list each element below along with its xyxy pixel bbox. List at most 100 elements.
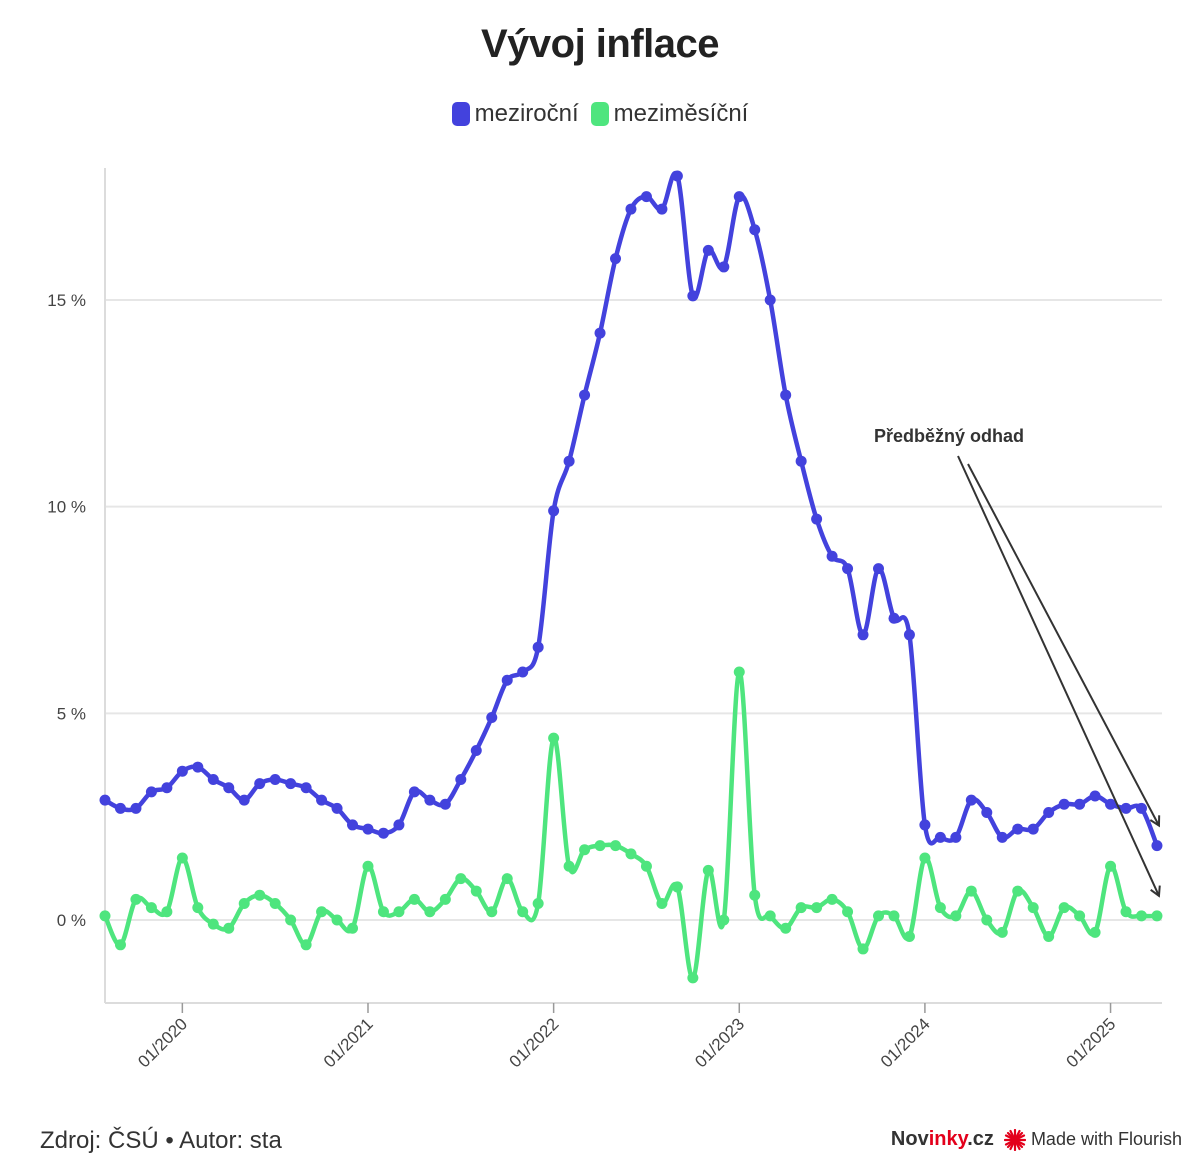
series-0-point-44[interactable] [780,389,792,401]
series-0-point-56[interactable] [965,794,977,806]
series-0-point-64[interactable] [1089,790,1101,802]
series-0-point-17[interactable] [362,823,374,835]
series-0-point-13[interactable] [300,782,312,794]
series-0-point-38[interactable] [687,290,699,302]
series-0-point-29[interactable] [548,505,560,517]
series-1-point-2[interactable] [130,893,142,905]
series-0-point-1[interactable] [114,802,126,814]
series-1-point-17[interactable] [362,860,374,872]
series-1-point-50[interactable] [873,910,884,922]
legend-item-mezirocni[interactable]: meziroční [451,100,579,128]
made-with-flourish[interactable]: Made with Flourish [1030,1129,1182,1149]
series-0-point-32[interactable] [594,327,606,339]
series-0-point-15[interactable] [331,802,343,814]
legend-item-mezimesicni[interactable]: meziměsíční [590,100,748,128]
novinky-logo[interactable]: Novinky.cz [891,1128,994,1151]
series-0-point-30[interactable] [563,455,575,467]
series-1-point-32[interactable] [594,840,606,852]
series-0-point-41[interactable] [733,191,745,203]
series-0-point-24[interactable] [470,745,482,757]
series-0-point-9[interactable] [238,794,250,806]
series-0-point-7[interactable] [207,773,219,785]
series-0-point-54[interactable] [934,831,946,843]
series-1-point-5[interactable] [176,852,188,864]
series-1-point-64[interactable] [1089,926,1101,938]
series-1-point-19[interactable] [393,906,405,918]
series-0-point-59[interactable] [1012,823,1024,835]
series-1-point-23[interactable] [455,873,467,885]
series-0-point-35[interactable] [640,191,652,203]
series-0-point-63[interactable] [1074,798,1086,810]
series-0-point-25[interactable] [486,711,498,723]
series-1-point-3[interactable] [145,902,157,914]
series-1-point-33[interactable] [610,840,622,852]
series-1-point-53[interactable] [919,852,931,864]
series-1-point-49[interactable] [857,943,869,955]
series-0-point-28[interactable] [532,641,544,653]
series-1-point-14[interactable] [316,906,328,918]
series-0-point-66[interactable] [1120,802,1132,814]
series-0-point-19[interactable] [393,819,405,831]
series-1-point-37[interactable] [671,881,683,893]
series-0-point-48[interactable] [842,563,854,575]
series-0-point-33[interactable] [610,253,622,265]
series-0-point-46[interactable] [811,513,823,525]
series-0-point-40[interactable] [718,261,730,273]
series-0-point-31[interactable] [579,389,591,401]
series-0-point-34[interactable] [625,203,637,215]
series-0-point-43[interactable] [764,294,776,306]
series-1-point-48[interactable] [842,906,854,918]
series-0-point-23[interactable] [455,773,467,785]
series-1-point-30[interactable] [563,860,575,872]
series-1-point-25[interactable] [486,906,498,918]
series-1-point-29[interactable] [548,732,560,744]
series-0-point-22[interactable] [439,798,451,810]
series-0-point-62[interactable] [1058,798,1070,810]
series-1-point-39[interactable] [702,864,714,876]
series-0-point-58[interactable] [996,831,1008,843]
series-1-point-34[interactable] [625,848,637,860]
series-0-point-39[interactable] [702,244,714,256]
series-0-point-5[interactable] [176,765,188,777]
series-1-point-51[interactable] [888,910,900,922]
series-1-point-55[interactable] [950,910,962,922]
series-1-point-41[interactable] [733,666,745,678]
series-1-point-56[interactable] [965,885,977,897]
series-1-point-22[interactable] [439,893,451,905]
series-1-point-45[interactable] [795,902,807,914]
series-0-point-16[interactable] [347,819,359,831]
series-0-point-42[interactable] [749,224,761,236]
series-1-point-26[interactable] [501,873,513,885]
series-0-point-52[interactable] [903,629,915,641]
series-0-point-50[interactable] [873,563,884,575]
series-1-point-11[interactable] [269,897,281,909]
series-1-point-13[interactable] [300,939,312,951]
series-0-point-51[interactable] [888,612,900,624]
series-1-point-61[interactable] [1043,931,1055,943]
series-1-point-15[interactable] [331,914,343,926]
series-0-point-47[interactable] [826,550,838,562]
series-1-point-1[interactable] [114,939,126,951]
series-1-point-60[interactable] [1027,902,1039,914]
series-1-point-35[interactable] [640,860,652,872]
series-1-point-47[interactable] [826,893,838,905]
series-0-point-0[interactable] [99,794,111,806]
series-0-point-55[interactable] [950,831,962,843]
series-1-point-7[interactable] [207,918,219,930]
series-0-point-12[interactable] [285,778,297,790]
series-1-point-40[interactable] [718,914,730,926]
series-1-point-4[interactable] [161,906,173,918]
series-0-point-67[interactable] [1135,802,1147,814]
series-0-point-8[interactable] [223,782,235,794]
series-0-point-68[interactable] [1151,840,1163,852]
series-1-point-65[interactable] [1105,860,1117,872]
series-1-point-46[interactable] [811,902,823,914]
series-0-point-45[interactable] [795,455,807,467]
series-0-point-20[interactable] [408,786,420,798]
series-1-point-27[interactable] [517,906,529,918]
series-1-point-16[interactable] [347,922,359,934]
series-1-point-31[interactable] [579,844,591,856]
series-1-point-10[interactable] [254,889,266,901]
series-0-point-49[interactable] [857,629,869,641]
series-0-point-27[interactable] [517,666,529,678]
